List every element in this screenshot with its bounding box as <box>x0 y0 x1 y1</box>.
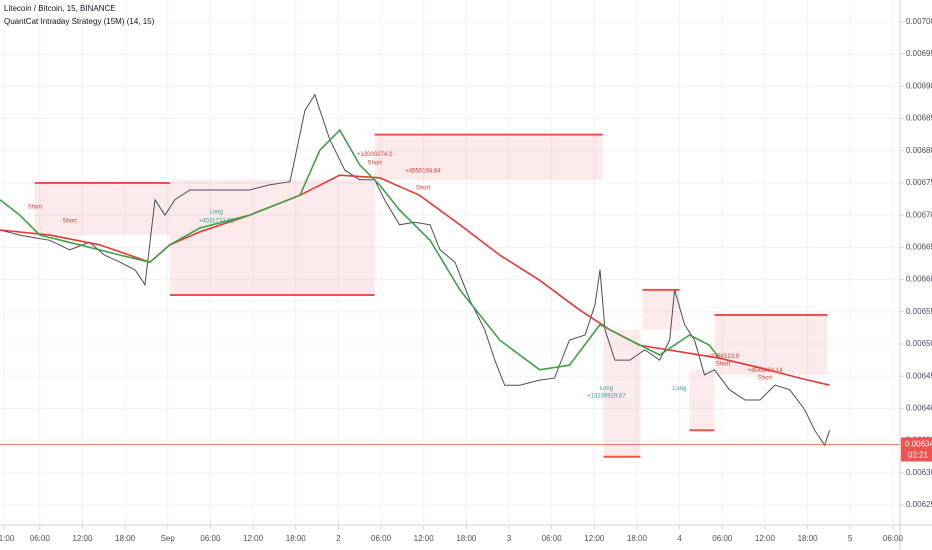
trade-box <box>603 329 641 457</box>
y-tick-label: 0.006700 <box>906 210 932 219</box>
x-tick-label: 12:00 <box>243 534 264 543</box>
chart-title: Litecoin / Bitcoin, 15, BINANCE <box>4 4 116 13</box>
trade-annotation: Short <box>367 161 382 167</box>
y-tick-label: 0.006900 <box>906 81 932 90</box>
x-tick-label: 18:00 <box>456 534 477 543</box>
x-tick-label: 2 <box>336 534 341 543</box>
countdown-label: 02:21 <box>908 451 929 460</box>
x-tick-label: Sep <box>161 534 176 543</box>
x-tick-label: 01:00 <box>0 534 15 543</box>
y-tick-label: 0.006250 <box>906 500 932 509</box>
trade-annotation: Short <box>758 376 773 382</box>
x-tick-label: 18:00 <box>798 534 819 543</box>
plot: Short Short Long +4031774.02 +13000274.2 Shor… <box>0 93 831 458</box>
y-tick-label: 0.006600 <box>906 275 932 284</box>
x-tick-label: 06:00 <box>542 534 563 543</box>
y-tick-label: 0.006400 <box>906 404 932 413</box>
trade-annotation: +4550194.84 <box>405 168 441 174</box>
trade-box <box>169 179 375 296</box>
x-tick-label: 06:00 <box>371 534 392 543</box>
x-tick-label: 06:00 <box>883 534 904 543</box>
y-tick-label: 0.006300 <box>906 468 932 477</box>
y-tick-label: 0.006550 <box>906 307 932 316</box>
trade-annotation: +4545494.14 <box>747 368 783 374</box>
last-price-badge <box>901 437 932 462</box>
trade-annotation: Short <box>62 219 77 225</box>
x-tick-label: 12:00 <box>584 534 605 543</box>
x-tick-label: 3 <box>507 534 512 543</box>
trade-box <box>34 182 170 236</box>
x-tick-label: 12:00 <box>755 534 776 543</box>
y-tick-label: 0.006800 <box>906 146 932 155</box>
trade-annotation: Short <box>716 362 731 368</box>
x-tick-label: 5 <box>848 534 853 543</box>
trade-annotation: +13239929.67 <box>587 394 626 400</box>
trade-annotation: +13000274.2 <box>357 152 393 158</box>
trade-annotation: Long <box>673 386 686 392</box>
series-line <box>0 93 831 447</box>
y-tick-label: 0.006650 <box>906 242 932 251</box>
trade-box <box>714 315 828 375</box>
y-tick-label: 0.006450 <box>906 371 932 380</box>
x-tick-label: 06:00 <box>712 534 733 543</box>
indicator-label: QuantCat Intraday Strategy (15M) (14, 15… <box>4 17 155 26</box>
y-tick-label: 0.006850 <box>906 114 932 123</box>
trade-annotation: +3358123.9 <box>707 354 740 360</box>
y-tick-label: 0.007000 <box>906 17 932 26</box>
x-tick-label: 4 <box>677 534 682 543</box>
trade-annotation: Long <box>600 386 613 392</box>
trade-annotation: Short <box>28 204 43 210</box>
x-tick-label: 18:00 <box>115 534 136 543</box>
trade-box <box>689 369 715 431</box>
trade-box <box>374 134 603 180</box>
last-price-label: 0.006344 <box>905 440 932 449</box>
x-tick-label: 06:00 <box>30 534 51 543</box>
x-tick-label: 18:00 <box>286 534 307 543</box>
x-tick-label: 06:00 <box>200 534 221 543</box>
grid <box>0 0 900 525</box>
y-tick-label: 0.006500 <box>906 339 932 348</box>
y-tick-label: 0.006750 <box>906 178 932 187</box>
trade-annotation: Long <box>209 210 222 216</box>
trade-annotation: +4031774.02 <box>199 219 235 225</box>
series-line <box>0 128 721 371</box>
y-tick-label: 0.006950 <box>906 49 932 58</box>
x-tick-label: 12:00 <box>72 534 93 543</box>
x-tick-label: 18:00 <box>627 534 648 543</box>
x-tick-label: 12:00 <box>414 534 435 543</box>
trade-annotation: Short <box>416 186 431 192</box>
